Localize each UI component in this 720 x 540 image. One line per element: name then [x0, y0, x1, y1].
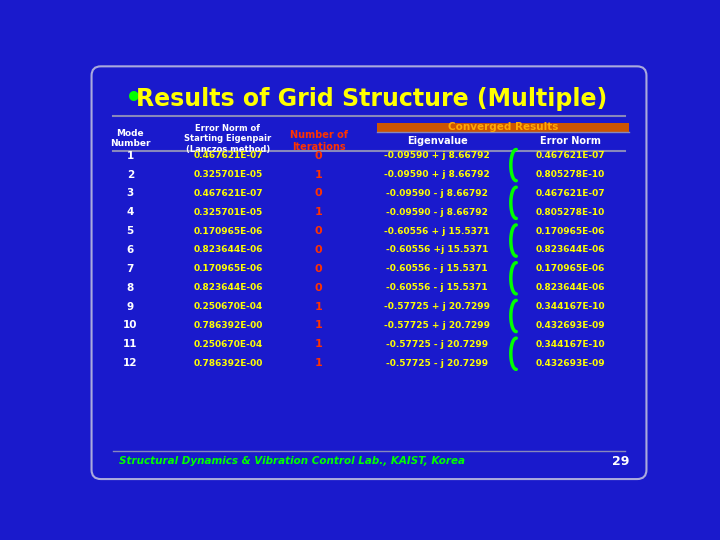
Text: 1: 1 — [127, 151, 134, 161]
Text: 7: 7 — [127, 264, 134, 274]
Text: 8: 8 — [127, 283, 134, 293]
Text: 0.805278E-10: 0.805278E-10 — [536, 208, 605, 217]
Text: Error Norm: Error Norm — [540, 136, 601, 146]
Text: 2: 2 — [127, 170, 134, 179]
Text: 0.325701E-05: 0.325701E-05 — [194, 170, 263, 179]
Text: 1: 1 — [315, 207, 323, 217]
Text: 1: 1 — [315, 320, 323, 330]
Text: 11: 11 — [123, 339, 138, 349]
Text: -0.57725 - j 20.7299: -0.57725 - j 20.7299 — [386, 359, 488, 368]
Text: 3: 3 — [127, 188, 134, 198]
Text: 0.467621E-07: 0.467621E-07 — [536, 189, 606, 198]
Text: 0.823644E-06: 0.823644E-06 — [536, 283, 606, 292]
Text: 0: 0 — [315, 151, 323, 161]
Text: -0.60556 - j 15.5371: -0.60556 - j 15.5371 — [387, 283, 488, 292]
Text: 29: 29 — [612, 455, 629, 468]
Text: 10: 10 — [123, 320, 138, 330]
Text: -0.09590 - j 8.66792: -0.09590 - j 8.66792 — [386, 189, 488, 198]
Text: 1: 1 — [315, 170, 323, 179]
Text: Converged Results: Converged Results — [448, 122, 558, 132]
Text: 0.170965E-06: 0.170965E-06 — [536, 227, 606, 235]
Text: 12: 12 — [123, 358, 138, 368]
Text: 0.823644E-06: 0.823644E-06 — [193, 283, 263, 292]
Text: Mode
Number: Mode Number — [110, 129, 150, 149]
Text: 0.467621E-07: 0.467621E-07 — [193, 189, 263, 198]
Text: Results of Grid Structure (Multiple): Results of Grid Structure (Multiple) — [137, 87, 608, 111]
Text: -0.60556 + j 15.5371: -0.60556 + j 15.5371 — [384, 227, 490, 235]
Text: Error Norm of
Starting Eigenpair
(Lanczos method): Error Norm of Starting Eigenpair (Lanczo… — [184, 124, 271, 153]
Text: 0.823644E-06: 0.823644E-06 — [536, 246, 606, 254]
Text: 0: 0 — [315, 264, 323, 274]
Text: 4: 4 — [127, 207, 134, 217]
Text: -0.09590 - j 8.66792: -0.09590 - j 8.66792 — [386, 208, 488, 217]
Text: 1: 1 — [315, 301, 323, 312]
Text: 0.432693E-09: 0.432693E-09 — [536, 359, 606, 368]
Text: 0: 0 — [315, 283, 323, 293]
Text: 0.170965E-06: 0.170965E-06 — [193, 227, 263, 235]
Text: 5: 5 — [127, 226, 134, 236]
Text: 0.250670E-04: 0.250670E-04 — [194, 302, 263, 311]
Text: 0.250670E-04: 0.250670E-04 — [194, 340, 263, 349]
Text: 0.467621E-07: 0.467621E-07 — [193, 151, 263, 160]
Text: -0.09590 + j 8.66792: -0.09590 + j 8.66792 — [384, 151, 490, 160]
Text: 0.467621E-07: 0.467621E-07 — [536, 151, 606, 160]
Text: Number of
Iterations: Number of Iterations — [289, 130, 348, 152]
Text: 9: 9 — [127, 301, 134, 312]
Text: -0.60556 +j 15.5371: -0.60556 +j 15.5371 — [386, 246, 488, 254]
Text: 0: 0 — [315, 226, 323, 236]
Text: 0.325701E-05: 0.325701E-05 — [194, 208, 263, 217]
Text: 6: 6 — [127, 245, 134, 255]
Text: -0.57725 + j 20.7299: -0.57725 + j 20.7299 — [384, 302, 490, 311]
Text: 0.786392E-00: 0.786392E-00 — [193, 359, 263, 368]
Text: •: • — [125, 85, 143, 113]
Text: 0.432693E-09: 0.432693E-09 — [536, 321, 606, 330]
FancyBboxPatch shape — [377, 123, 629, 132]
Text: 0.344167E-10: 0.344167E-10 — [536, 302, 606, 311]
Text: -0.57725 - j 20.7299: -0.57725 - j 20.7299 — [386, 340, 488, 349]
Text: 0.170965E-06: 0.170965E-06 — [536, 265, 606, 273]
Text: -0.57725 + j 20.7299: -0.57725 + j 20.7299 — [384, 321, 490, 330]
Text: -0.09590 + j 8.66792: -0.09590 + j 8.66792 — [384, 170, 490, 179]
Text: 1: 1 — [315, 339, 323, 349]
Text: 0: 0 — [315, 245, 323, 255]
Text: 0.786392E-00: 0.786392E-00 — [193, 321, 263, 330]
Text: 0: 0 — [315, 188, 323, 198]
Text: 0.344167E-10: 0.344167E-10 — [536, 340, 606, 349]
Text: Structural Dynamics & Vibration Control Lab., KAIST, Korea: Structural Dynamics & Vibration Control … — [120, 456, 465, 467]
Text: 0.805278E-10: 0.805278E-10 — [536, 170, 605, 179]
Text: -0.60556 - j 15.5371: -0.60556 - j 15.5371 — [387, 265, 488, 273]
Text: Eigenvalue: Eigenvalue — [407, 136, 467, 146]
Text: 0.170965E-06: 0.170965E-06 — [193, 265, 263, 273]
Text: 0.823644E-06: 0.823644E-06 — [193, 246, 263, 254]
Text: 1: 1 — [315, 358, 323, 368]
